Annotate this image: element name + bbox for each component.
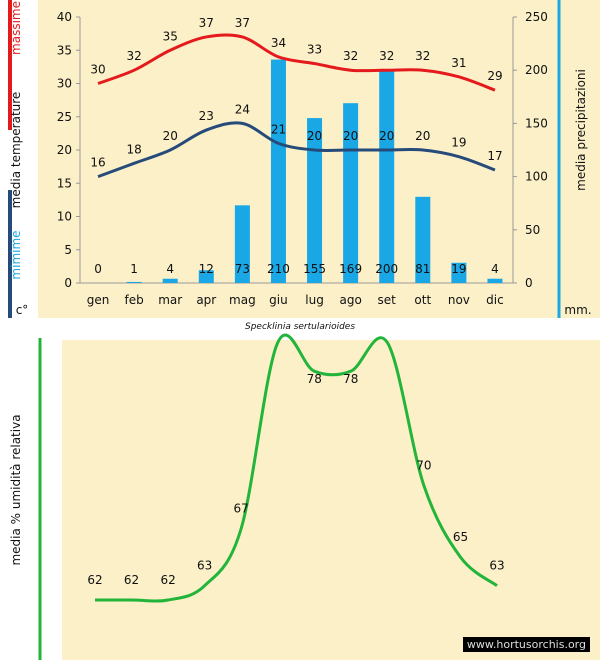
min-value-label: 19 bbox=[451, 136, 466, 150]
watermark: www.hortusorchis.org bbox=[462, 637, 590, 652]
right-tick-label: 50 bbox=[525, 223, 540, 237]
humidity-value-label: 70 bbox=[416, 459, 431, 473]
right-tick-label: 0 bbox=[525, 276, 533, 290]
rain-value-label: 169 bbox=[339, 262, 362, 276]
humidity-label: media % umidità relativa bbox=[9, 414, 23, 565]
rain-bar bbox=[451, 262, 467, 283]
month-label: set bbox=[378, 293, 397, 307]
left-tick-label: 15 bbox=[57, 176, 72, 190]
min-value-label: 17 bbox=[487, 149, 502, 163]
min-value-label: 20 bbox=[379, 129, 394, 143]
max-temperature-line bbox=[97, 33, 496, 92]
left-tick-label: 0 bbox=[64, 276, 72, 290]
rain-value-label: 81 bbox=[415, 262, 430, 276]
rain-value-label: 4 bbox=[166, 262, 174, 276]
max-value-label: 32 bbox=[343, 49, 358, 63]
rain-value-label: 200 bbox=[375, 262, 398, 276]
left-tick-label: 30 bbox=[57, 77, 72, 91]
min-value-label: 24 bbox=[235, 102, 250, 116]
max-value-label: 32 bbox=[126, 49, 141, 63]
rain-value-label: 1 bbox=[130, 262, 138, 276]
max-value-label: 31 bbox=[451, 56, 466, 70]
max-value-label: 32 bbox=[415, 49, 430, 63]
left-tick-label: 5 bbox=[64, 243, 72, 257]
month-label: gen bbox=[87, 293, 110, 307]
min-value-label: 20 bbox=[415, 129, 430, 143]
right-tick-label: 200 bbox=[525, 63, 548, 77]
humidity-value-label: 63 bbox=[197, 559, 212, 573]
max-value-label: 34 bbox=[271, 36, 286, 50]
unit-right-label: mm. bbox=[564, 303, 591, 317]
rain-bar bbox=[162, 278, 178, 283]
humidity-value-label: 62 bbox=[87, 573, 102, 587]
humidity-value-label: 67 bbox=[234, 502, 249, 516]
min-value-label: 16 bbox=[90, 156, 105, 170]
rain-bar bbox=[198, 270, 214, 283]
min-label: mimime bbox=[9, 230, 23, 279]
month-label: giu bbox=[269, 293, 288, 307]
rain-value-label: 73 bbox=[235, 262, 250, 276]
rain-bar bbox=[126, 281, 142, 283]
humidity-value-label: 78 bbox=[307, 372, 322, 386]
left-tick-label: 25 bbox=[57, 110, 72, 124]
month-label: nov bbox=[448, 293, 470, 307]
rain-bar bbox=[270, 59, 286, 284]
rain-bar bbox=[415, 196, 431, 283]
rain-value-label: 19 bbox=[451, 262, 466, 276]
species-name: Specklinia sertularioides bbox=[244, 322, 356, 332]
media-temp-label: media temperature bbox=[9, 92, 23, 209]
right-tick-label: 150 bbox=[525, 116, 548, 130]
left-tick-label: 10 bbox=[57, 210, 72, 224]
rain-bar bbox=[487, 278, 503, 283]
rain-value-label: 0 bbox=[94, 262, 102, 276]
humidity-line bbox=[95, 333, 498, 603]
humidity-value-label: 62 bbox=[124, 573, 139, 587]
month-label: dic bbox=[486, 293, 504, 307]
left-tick-label: 35 bbox=[57, 43, 72, 57]
right-tick-label: 250 bbox=[525, 10, 548, 24]
left-tick-label: 20 bbox=[57, 143, 72, 157]
humidity-value-label: 78 bbox=[343, 372, 358, 386]
month-label: ago bbox=[339, 293, 361, 307]
rain-bar bbox=[234, 205, 250, 283]
left-tick-label: 40 bbox=[57, 10, 72, 24]
month-label: ott bbox=[414, 293, 431, 307]
max-value-label: 32 bbox=[379, 49, 394, 63]
rain-value-label: 155 bbox=[303, 262, 326, 276]
month-label: feb bbox=[125, 293, 144, 307]
month-label: mag bbox=[229, 293, 256, 307]
max-value-label: 35 bbox=[163, 29, 178, 43]
rain-value-label: 210 bbox=[267, 262, 290, 276]
max-label: massime bbox=[9, 1, 23, 55]
min-value-label: 20 bbox=[307, 129, 322, 143]
max-value-label: 37 bbox=[235, 16, 250, 30]
temperature-rain-chart: massime media temperature mimime c° medi… bbox=[8, 0, 600, 318]
rain-value-label: 4 bbox=[491, 262, 499, 276]
right-tick-label: 100 bbox=[525, 170, 548, 184]
month-label: apr bbox=[196, 293, 216, 307]
min-temperature-line bbox=[97, 121, 496, 179]
rain-bar bbox=[343, 103, 359, 284]
min-value-label: 20 bbox=[163, 129, 178, 143]
month-label: lug bbox=[305, 293, 324, 307]
unit-left-label: c° bbox=[16, 303, 29, 317]
chart2-panel bbox=[62, 340, 600, 660]
humidity-value-label: 65 bbox=[453, 530, 468, 544]
min-value-label: 23 bbox=[199, 109, 214, 123]
max-value-label: 30 bbox=[90, 63, 105, 77]
max-value-label: 29 bbox=[487, 69, 502, 83]
humidity-value-label: 62 bbox=[160, 573, 175, 587]
min-value-label: 18 bbox=[126, 142, 141, 156]
rain-value-label: 12 bbox=[199, 262, 214, 276]
rain-bar bbox=[379, 70, 395, 283]
humidity-chart: media % umidità relativa 626262636780787… bbox=[9, 333, 600, 660]
rain-bar bbox=[307, 118, 323, 283]
humidity-value-label: 63 bbox=[489, 559, 504, 573]
max-value-label: 33 bbox=[307, 43, 322, 57]
max-value-label: 37 bbox=[199, 16, 214, 30]
month-label: mar bbox=[158, 293, 182, 307]
min-value-label: 20 bbox=[343, 129, 358, 143]
precip-label: media precipitazioni bbox=[574, 69, 588, 191]
min-value-label: 21 bbox=[271, 122, 286, 136]
